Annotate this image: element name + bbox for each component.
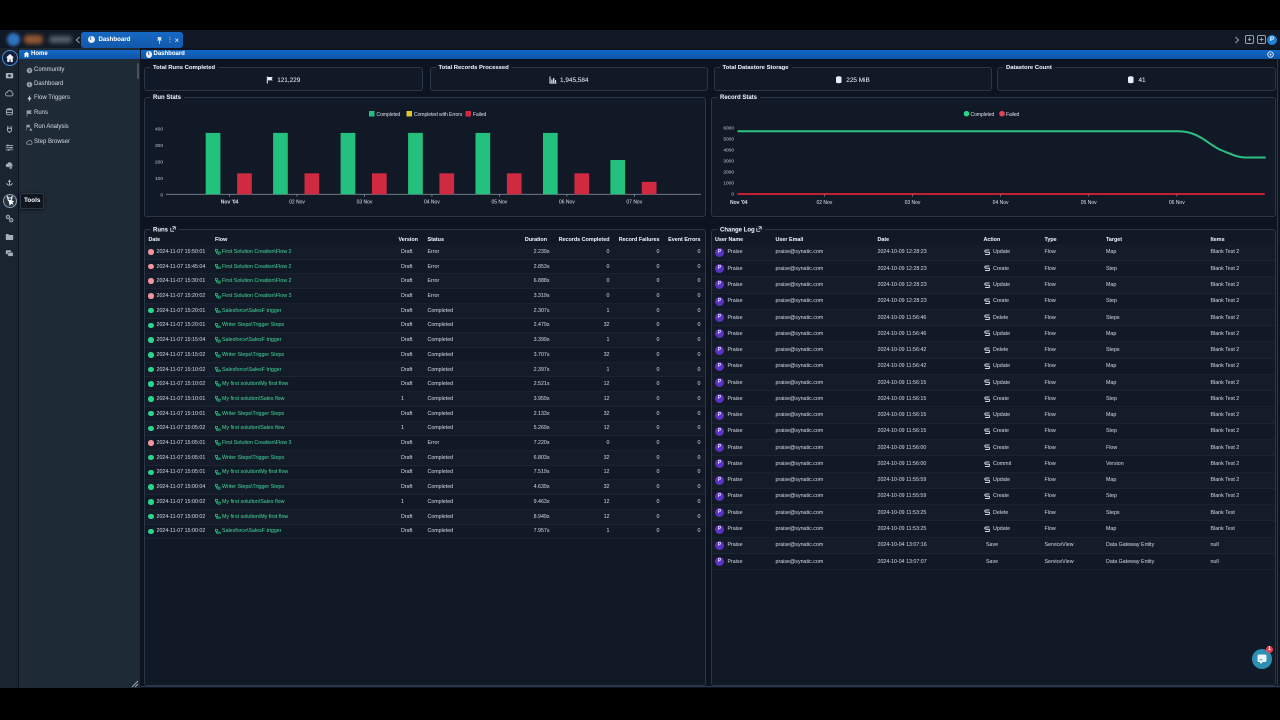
svg-text:Completed: Completed [377, 112, 401, 118]
svg-text:02 Nov: 02 Nov [289, 200, 305, 206]
svg-text:100: 100 [155, 176, 163, 182]
svg-text:03 Nov: 03 Nov [905, 200, 921, 206]
svg-text:300: 300 [155, 143, 163, 149]
svg-text:02 Nov: 02 Nov [816, 200, 832, 206]
svg-text:0: 0 [731, 192, 734, 198]
svg-text:03 Nov: 03 Nov [357, 200, 373, 206]
svg-text:07 Nov: 07 Nov [626, 200, 642, 206]
svg-text:04 Nov: 04 Nov [424, 200, 440, 206]
svg-text:3000: 3000 [723, 159, 734, 165]
svg-text:06 Nov: 06 Nov [1169, 200, 1185, 206]
svg-text:05 Nov: 05 Nov [1081, 200, 1097, 206]
svg-text:2000: 2000 [723, 170, 734, 176]
svg-text:Nov '04: Nov '04 [730, 200, 748, 206]
svg-text:Failed: Failed [473, 112, 487, 118]
svg-text:400: 400 [155, 126, 163, 132]
svg-text:?: ? [28, 68, 31, 73]
svg-text:Failed: Failed [1006, 112, 1020, 118]
svg-text:Nov '04: Nov '04 [221, 200, 239, 206]
svg-text:04 Nov: 04 Nov [993, 200, 1009, 206]
svg-text:5000: 5000 [723, 137, 734, 143]
svg-text:Completed with Errors: Completed with Errors [414, 112, 463, 118]
svg-text:1000: 1000 [723, 181, 734, 187]
svg-text:i: i [29, 82, 30, 87]
svg-text:05 Nov: 05 Nov [491, 200, 507, 206]
svg-text:200: 200 [155, 159, 163, 165]
svg-text:0: 0 [160, 192, 163, 198]
svg-text:06 Nov: 06 Nov [559, 200, 575, 206]
svg-text:6000: 6000 [723, 126, 734, 132]
svg-text:Completed: Completed [971, 112, 995, 118]
svg-text:4000: 4000 [723, 148, 734, 154]
